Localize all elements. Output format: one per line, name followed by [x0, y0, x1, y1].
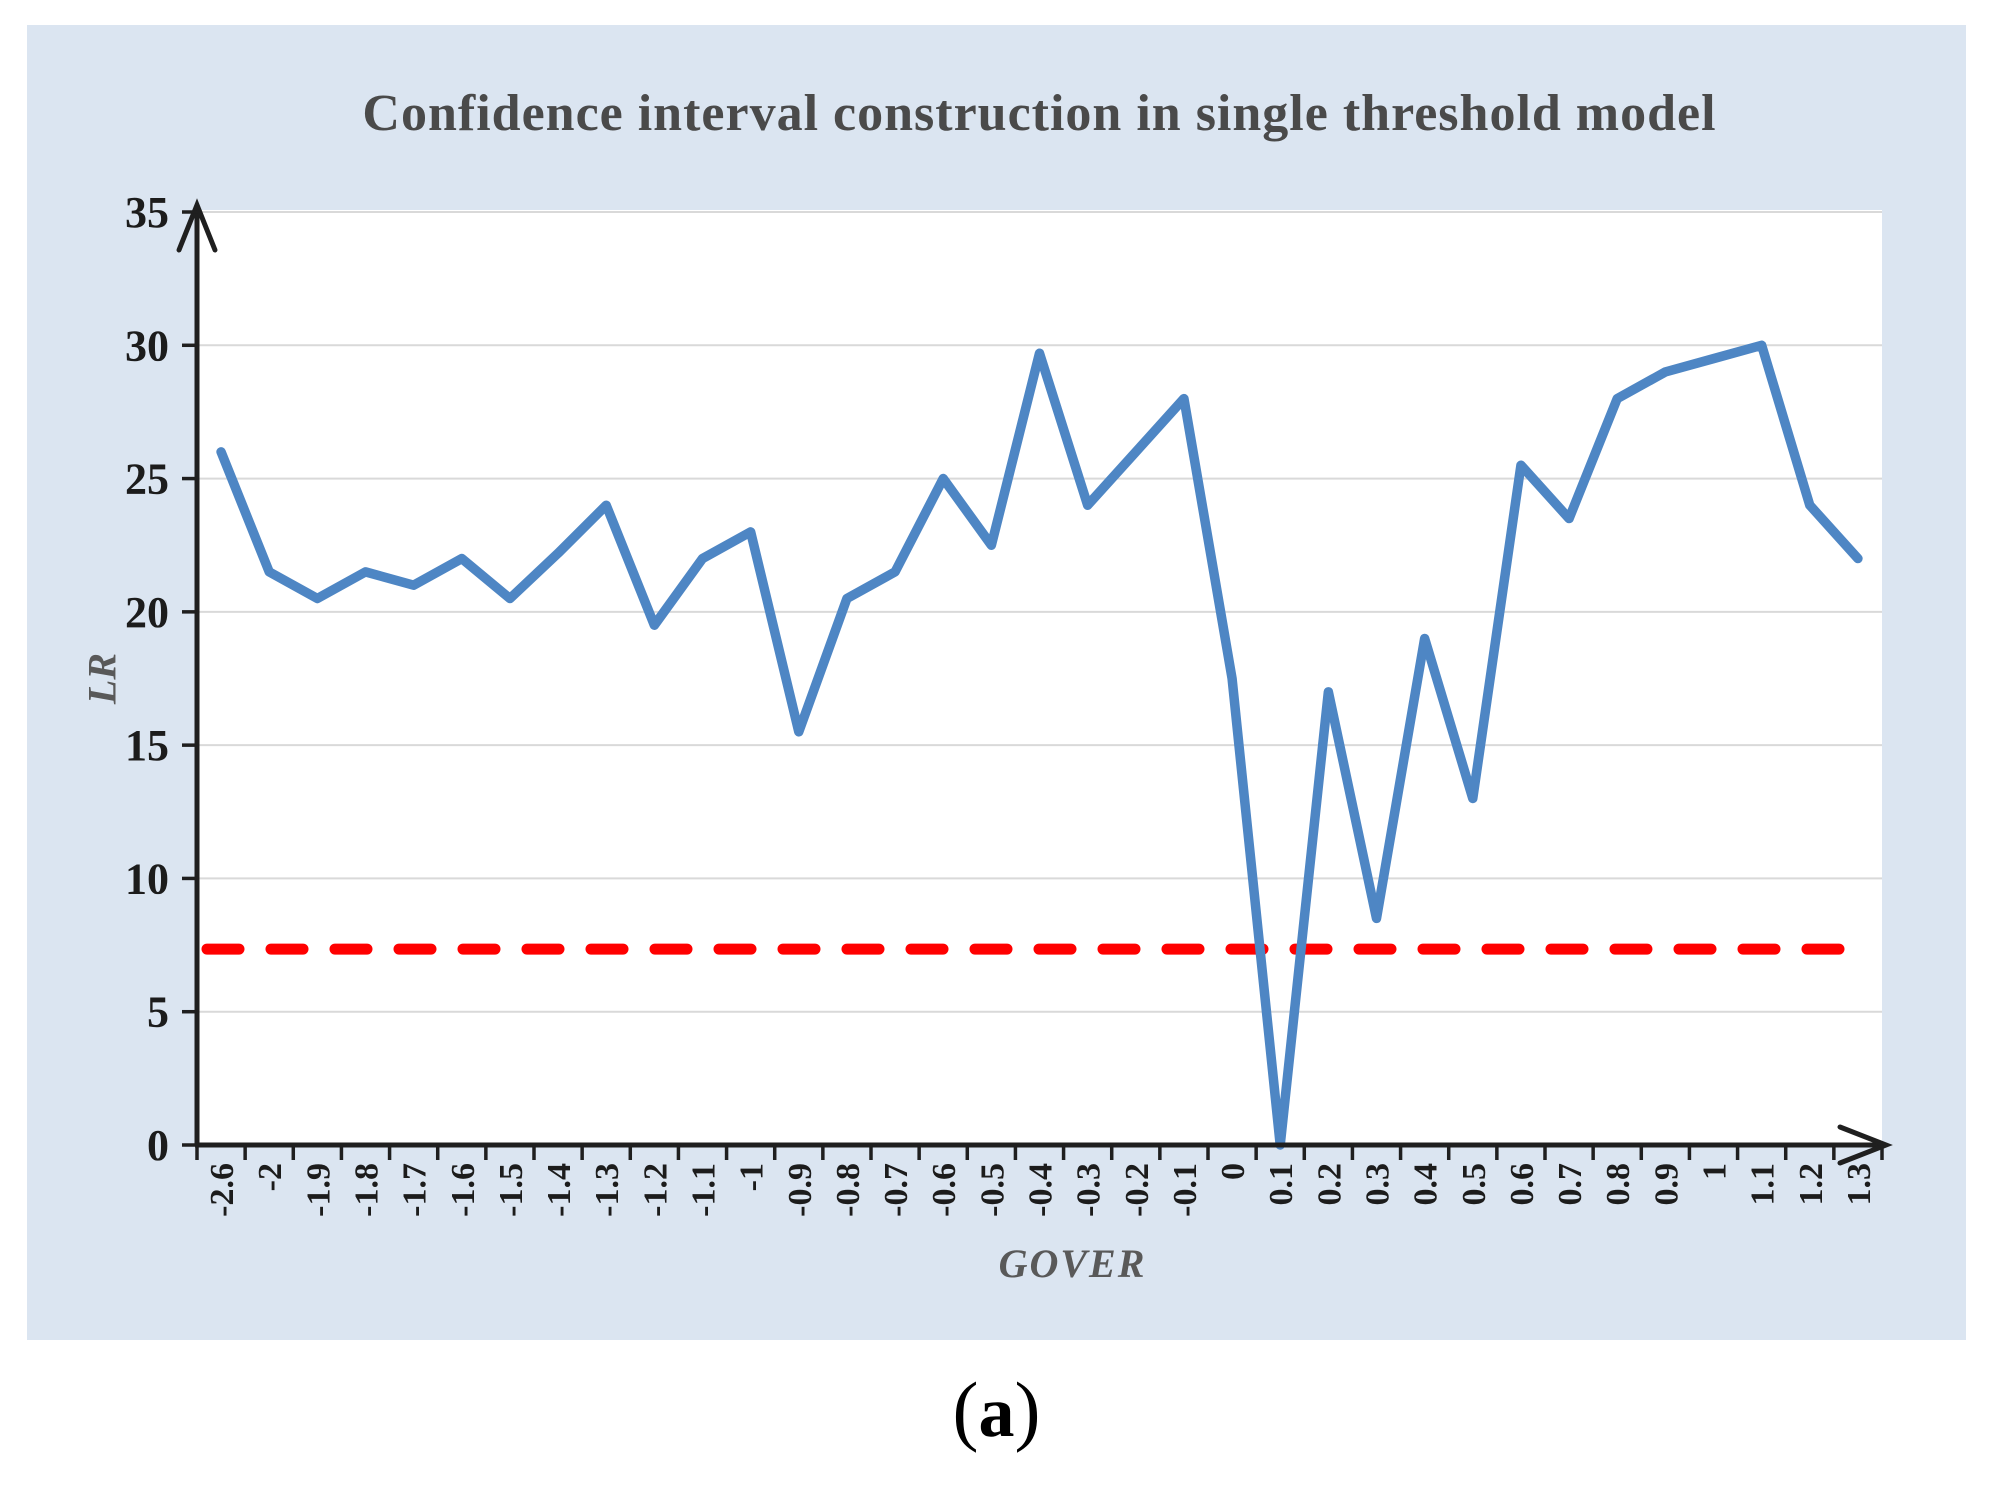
figure-caption: (a): [0, 1365, 1993, 1455]
x-tick-label: -0.2: [1119, 1163, 1156, 1217]
x-tick-label: -1.7: [397, 1163, 434, 1217]
x-tick-label: -0.1: [1167, 1163, 1204, 1217]
x-tick-label: -2.6: [204, 1163, 241, 1217]
caption-open-paren: (: [952, 1366, 979, 1453]
x-tick-label: -1: [734, 1163, 771, 1191]
x-tick-label: 1: [1697, 1163, 1734, 1180]
y-tick-label: 10: [125, 854, 169, 903]
x-tick-label: -1.6: [445, 1163, 482, 1217]
y-axis-arrow-icon: [176, 198, 218, 253]
x-tick-label: -1.8: [349, 1163, 386, 1217]
y-tick-label: 15: [125, 721, 169, 770]
x-tick-label: 0: [1215, 1163, 1252, 1180]
x-tick-label: -0.9: [782, 1163, 819, 1217]
y-tick-label: 35: [125, 188, 169, 237]
y-tick-label: 30: [125, 321, 169, 370]
x-tick-label: 0.1: [1263, 1163, 1300, 1206]
x-tick-label: 1.1: [1745, 1163, 1782, 1206]
x-tick-label: -1.4: [541, 1163, 578, 1217]
x-tick-label: -0.4: [1023, 1163, 1060, 1217]
x-tick-label: 0.7: [1552, 1163, 1589, 1206]
y-tick-label: 0: [147, 1121, 169, 1170]
x-tick-label: 0.4: [1408, 1163, 1445, 1206]
x-axis-arrow-icon: [1837, 1124, 1893, 1166]
chart-title: Confidence interval construction in sing…: [362, 85, 1717, 142]
caption-letter: a: [978, 1372, 1015, 1452]
x-tick-label: -1.3: [589, 1163, 626, 1217]
x-tick-label: 0.9: [1648, 1163, 1685, 1206]
x-tick-label: 0.5: [1456, 1163, 1493, 1206]
x-tick-label: -0.5: [974, 1163, 1011, 1217]
y-tick-label: 5: [147, 988, 169, 1037]
x-tick-label: -2: [252, 1163, 289, 1191]
x-tick-label: -0.7: [878, 1163, 915, 1217]
x-tick-label: -1.1: [686, 1163, 723, 1217]
y-axis-title: LR: [79, 652, 125, 705]
x-tick-label: -1.2: [637, 1163, 674, 1217]
x-tick-label: -0.3: [1071, 1163, 1108, 1217]
x-tick-label: -1.9: [300, 1163, 337, 1217]
x-tick-label: 1.2: [1793, 1163, 1830, 1206]
y-tick-label: 25: [125, 455, 169, 504]
x-axis-title: GOVER: [998, 1241, 1147, 1286]
x-tick-label: -0.8: [830, 1163, 867, 1217]
y-tick-label: 20: [125, 588, 169, 637]
x-tick-label: 0.2: [1311, 1163, 1348, 1206]
x-tick-label: 0.3: [1360, 1163, 1397, 1206]
caption-close-paren: ): [1014, 1366, 1041, 1453]
x-tick-label: -0.6: [926, 1163, 963, 1217]
x-tick-label: 0.6: [1504, 1163, 1541, 1206]
lr-series-line: [216, 340, 1863, 1150]
x-tick-label: -1.5: [493, 1163, 530, 1217]
x-tick-label: 0.8: [1600, 1163, 1637, 1206]
x-tick-label: 1.3: [1841, 1163, 1878, 1206]
